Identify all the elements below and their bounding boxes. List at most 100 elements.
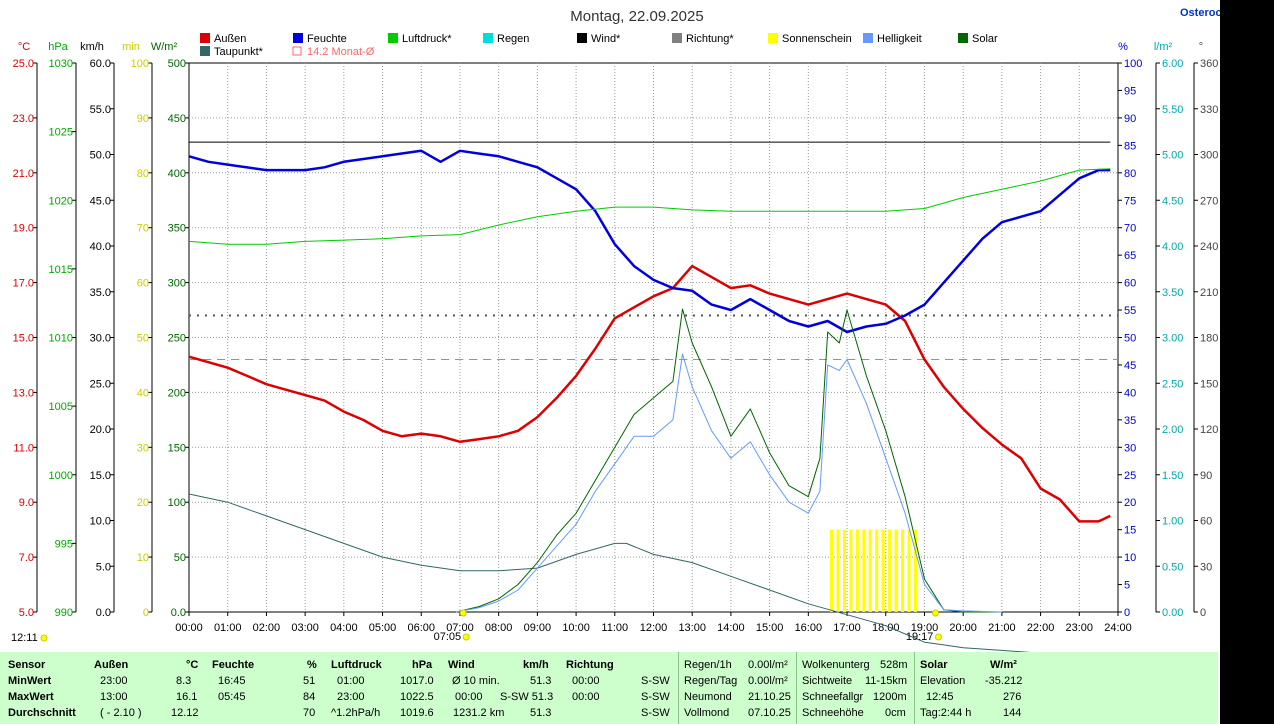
axis-tick-label-wm2: 100 <box>168 497 186 509</box>
axis-tick-label-temp: 7.0 <box>19 552 34 564</box>
stats-table: Sensor Außen °C Feuchte % Luftdruck hPa … <box>0 652 1218 724</box>
legend-label: Außen <box>214 33 246 45</box>
th-richtung: Richtung <box>566 659 614 671</box>
axis-tick-label-pct: 30 <box>1124 442 1136 454</box>
axis-tick-label-lm2: 0.00 <box>1162 607 1183 619</box>
axis-tick-label-deg: 270 <box>1200 195 1218 207</box>
axis-tick-label-pct: 45 <box>1124 360 1136 372</box>
axis-tick-label-deg: 60 <box>1200 516 1212 528</box>
row-min-rich-v: S-SW <box>641 675 670 687</box>
axis-tick-label-min: 80 <box>137 168 149 180</box>
axis-tick-label-wm2: 0.0 <box>171 607 186 619</box>
axis-tick-label-lm2: 2.00 <box>1162 424 1183 436</box>
axis-tick-label-deg: 300 <box>1200 150 1218 162</box>
x-tick-label: 17:00 <box>833 622 861 634</box>
axis-tick-label-hpa: 1025 <box>49 127 73 139</box>
axis-tick-label-pct: 55 <box>1124 305 1136 317</box>
legend-label: Wind* <box>591 33 621 45</box>
row-max-druck-v: 1022.5 <box>400 691 434 703</box>
solar-day-value: 144 <box>1003 707 1022 719</box>
axis-tick-label-pct: 25 <box>1124 470 1136 482</box>
solar-max-label: 12:45 <box>926 691 954 703</box>
axis-tick-label-temp: 19.0 <box>13 223 34 235</box>
axis-tick-label-kmh: 25.0 <box>90 378 111 390</box>
legend-swatch <box>672 33 682 43</box>
th-solar: Solar <box>920 659 948 671</box>
axis-tick-label-deg: 0 <box>1200 607 1206 619</box>
noon-icon <box>40 634 48 642</box>
axis-tick-label-pct: 50 <box>1124 333 1136 345</box>
axis-tick-label-min: 0 <box>143 607 149 619</box>
axis-tick-label-pct: 35 <box>1124 415 1136 427</box>
axis-tick-label-wm2: 200 <box>168 387 186 399</box>
axis-tick-label-deg: 90 <box>1200 470 1212 482</box>
axis-tick-label-min: 90 <box>137 113 149 125</box>
axis-tick-label-lm2: 3.50 <box>1162 287 1183 299</box>
row-avg-wind-v: 51.3 <box>530 707 552 719</box>
row-max-label: MaxWert <box>8 691 54 703</box>
table-separator <box>914 652 915 724</box>
legend-swatch <box>577 33 587 43</box>
axis-tick-label-pct: 75 <box>1124 195 1136 207</box>
cloud-value: 528m <box>880 659 908 671</box>
row-min-druck-v: 1017.0 <box>400 675 434 687</box>
x-tick-label: 19:00 <box>911 622 939 634</box>
row-min-wind-v: 51.3 <box>530 675 552 687</box>
axis-tick-label-min: 10 <box>137 552 149 564</box>
row-avg-druck-t: ^1.2hPa/h <box>331 707 381 719</box>
x-tick-label: 09:00 <box>524 622 552 634</box>
axis-tick-label-min: 40 <box>137 387 149 399</box>
axis-tick-label-temp: 11.0 <box>13 442 34 454</box>
axis-tick-label-min: 20 <box>137 497 149 509</box>
row-max-druck-t: 23:00 <box>337 691 365 703</box>
legend-label: Helligkeit <box>877 33 922 45</box>
axis-tick-label-min: 60 <box>137 278 149 290</box>
axis-tick-label-kmh: 40.0 <box>90 241 111 253</box>
solar-elev-value: -35.212 <box>985 675 1023 687</box>
axis-unit-deg: ° <box>1199 41 1203 53</box>
axis-tick-label-deg: 240 <box>1200 241 1218 253</box>
axis-tick-label-kmh: 15.0 <box>90 470 111 482</box>
series-line <box>188 149 1111 334</box>
axis-tick-label-kmh: 55.0 <box>90 104 111 116</box>
rain-1h-label: Regen/1h <box>684 659 732 671</box>
axis-tick-label-min: 100 <box>131 58 149 70</box>
axis-tick-label-hpa: 1010 <box>49 333 73 345</box>
legend-swatch <box>388 33 398 43</box>
sunrise-marker <box>459 609 467 617</box>
axis-tick-label-lm2: 1.00 <box>1162 516 1183 528</box>
row-min-aussen-t: 23:00 <box>100 675 128 687</box>
axis-tick-label-pct: 85 <box>1124 140 1136 152</box>
axis-tick-label-hpa: 995 <box>55 538 73 550</box>
x-tick-label: 23:00 <box>1066 622 1094 634</box>
axis-tick-label-temp: 15.0 <box>13 333 34 345</box>
axis-tick-label-deg: 120 <box>1200 424 1218 436</box>
x-tick-label: 24:00 <box>1104 622 1132 634</box>
axis-unit-min: min <box>122 41 140 53</box>
legend-label: 14.2 Monat-Ø <box>307 46 375 58</box>
series-line <box>456 353 1002 613</box>
x-tick-label: 14:00 <box>717 622 745 634</box>
axis-tick-label-kmh: 45.0 <box>90 195 111 207</box>
row-min-feuchte-t: 16:45 <box>218 675 246 687</box>
snowdepth-label: Schneehöhe <box>802 707 864 719</box>
axis-tick-label-temp: 17.0 <box>13 278 34 290</box>
snowline-value: 1200m <box>873 691 907 703</box>
legend-label: Regen <box>497 33 529 45</box>
axis-tick-label-hpa: 1015 <box>49 264 73 276</box>
axis-unit-kmh: km/h <box>80 41 104 53</box>
sunrise-icon <box>462 633 470 641</box>
x-tick-label: 21:00 <box>988 622 1016 634</box>
row-max-feuchte-v: 84 <box>303 691 316 703</box>
axis-tick-label-kmh: 35.0 <box>90 287 111 299</box>
axis-tick-label-kmh: 50.0 <box>90 150 111 162</box>
right-black-bar <box>1220 0 1274 724</box>
x-tick-label: 18:00 <box>872 622 900 634</box>
x-tick-label: 07:00 <box>446 622 474 634</box>
axis-tick-label-hpa: 1020 <box>49 195 73 207</box>
axis-tick-label-deg: 180 <box>1200 333 1218 345</box>
row-min-aussen-v: 8.3 <box>176 675 192 687</box>
fullmoon-value: 07.10.25 <box>748 707 791 719</box>
axis-tick-label-deg: 360 <box>1200 58 1218 70</box>
axis-unit-temp: °C <box>18 41 30 53</box>
